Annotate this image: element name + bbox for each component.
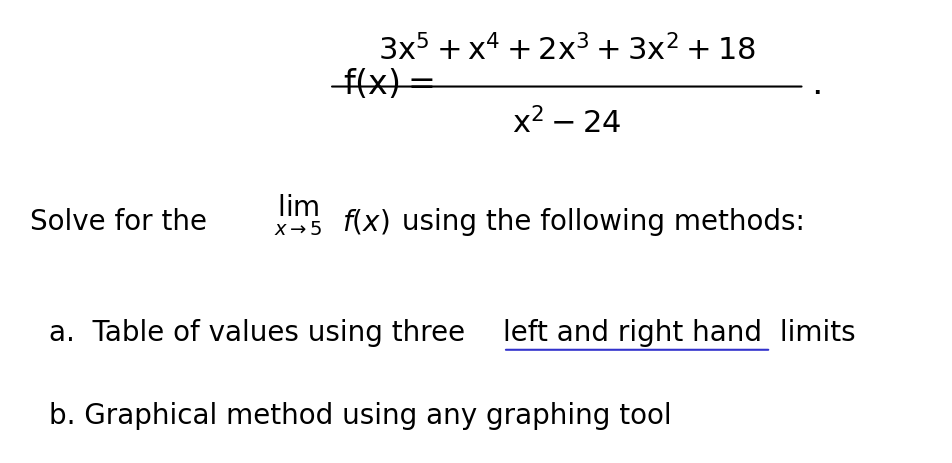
Text: left and right hand: left and right hand xyxy=(503,319,762,347)
Text: .: . xyxy=(810,67,822,101)
Text: $\mathsf{3x^5+x^4+2x^3+3x^2+18}$: $\mathsf{3x^5+x^4+2x^3+3x^2+18}$ xyxy=(377,33,755,66)
Text: $\underset{x\to 5}{\lim}$: $\underset{x\to 5}{\lim}$ xyxy=(274,193,323,238)
Text: b. Graphical method using any graphing tool: b. Graphical method using any graphing t… xyxy=(49,401,671,430)
Text: using the following methods:: using the following methods: xyxy=(392,208,803,236)
Text: limits: limits xyxy=(770,319,855,347)
Text: $\mathsf{x^2-24}$: $\mathsf{x^2-24}$ xyxy=(511,107,621,140)
Text: $\mathsf{f(x)=}$: $\mathsf{f(x)=}$ xyxy=(343,67,433,101)
Text: Solve for the: Solve for the xyxy=(30,208,215,236)
Text: a.  Table of values using three: a. Table of values using three xyxy=(49,319,473,347)
Text: $f(x)$: $f(x)$ xyxy=(341,208,388,237)
